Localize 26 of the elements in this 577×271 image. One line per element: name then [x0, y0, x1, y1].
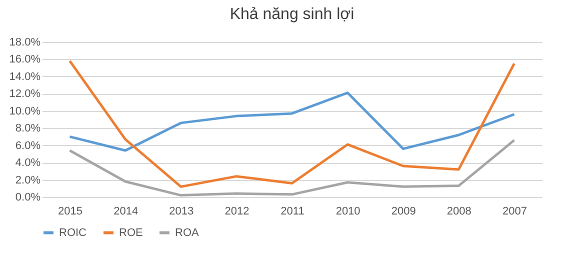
- x-tick-label: 2007: [502, 206, 527, 218]
- x-tick-label: 2013: [169, 206, 194, 218]
- x-tick-label: 2015: [58, 206, 83, 218]
- line-series: [68, 92, 516, 152]
- y-tick-label: 16.0%: [9, 54, 41, 66]
- x-tick-label: 2011: [280, 206, 304, 218]
- x-tick-label: 2008: [446, 206, 472, 218]
- y-tick-label: 2.0%: [15, 174, 41, 186]
- legend-label: ROE: [119, 226, 143, 239]
- legend-label: ROA: [175, 226, 200, 239]
- y-tick-label: 0.0%: [15, 192, 41, 204]
- y-tick-label: 4.0%: [15, 157, 41, 170]
- y-tick-label: 12.0%: [9, 88, 41, 100]
- x-tick-label: 2009: [391, 206, 416, 218]
- y-tick-label: 18.0%: [9, 36, 41, 48]
- chart-title: Khả năng sinh lợi: [230, 6, 354, 23]
- y-tick-label: 10.0%: [9, 105, 41, 118]
- x-tick-label: 2012: [224, 206, 250, 218]
- x-tick-label: 2014: [114, 206, 138, 218]
- x-tick-label: 2010: [336, 206, 360, 218]
- y-tick-label: 14.0%: [9, 70, 41, 83]
- y-tick-label: 8.0%: [15, 122, 41, 135]
- line-series: [68, 138, 516, 197]
- y-tick-label: 6.0%: [15, 140, 41, 152]
- line-series: [68, 60, 516, 188]
- legend-label: ROIC: [59, 226, 87, 239]
